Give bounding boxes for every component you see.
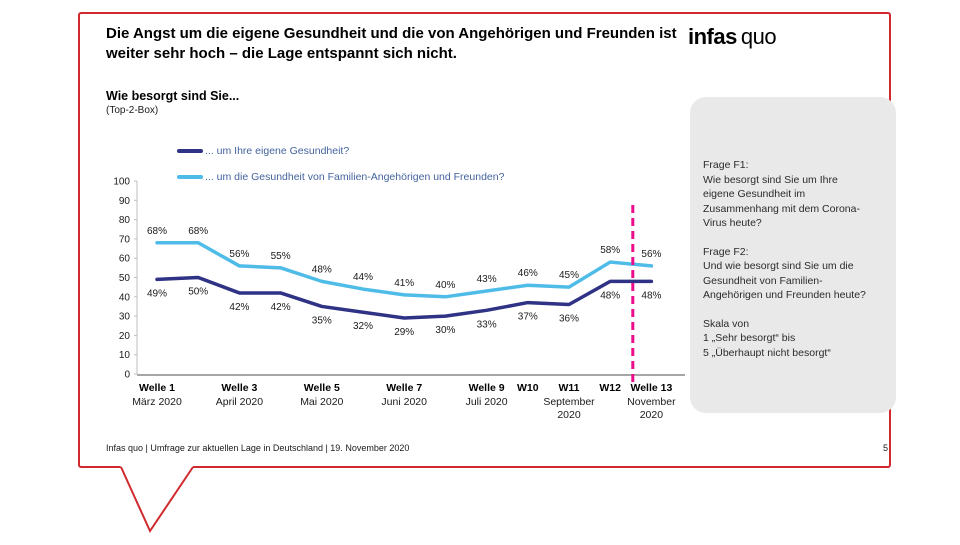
data-label: 48%: [600, 290, 620, 301]
data-label: 33%: [477, 319, 497, 330]
x-wave-label: W12: [599, 382, 621, 394]
data-label: 35%: [312, 315, 332, 326]
series-line: [155, 241, 654, 299]
footer-text: Infas quo | Umfrage zur aktuellen Lage i…: [106, 443, 410, 453]
data-label: 36%: [559, 314, 579, 325]
x-month-label: November: [627, 396, 676, 408]
question-f1: Frage F1: Wie besorgt sind Sie um Ihre e…: [703, 159, 860, 229]
page-title: Die Angst um die eigene Gesundheit und d…: [106, 25, 677, 62]
data-label: 41%: [394, 278, 414, 289]
chart-legend: ... um Ihre eigene Gesundheit? ... um di…: [177, 138, 504, 190]
chart-title: Wie besorgt sind Sie...: [106, 89, 240, 103]
data-label: 45%: [559, 270, 579, 281]
x-wave-label: W10: [517, 382, 539, 394]
x-wave-label: Welle 13: [630, 382, 672, 394]
x-wave-label: W11: [558, 382, 579, 394]
y-tick-label: 80: [119, 215, 131, 226]
data-label: 42%: [229, 302, 249, 313]
data-label: 68%: [188, 226, 208, 237]
data-label: 42%: [271, 302, 291, 313]
x-month-label: 2020: [640, 409, 664, 421]
question-f2: Frage F2: Und wie besorgt sind Sie um di…: [703, 245, 866, 302]
scale-note: Skala von 1 „Sehr besorgt“ bis 5 „Überha…: [703, 317, 831, 359]
x-wave-label: Welle 3: [221, 382, 257, 394]
legend-line-swatch: [177, 175, 203, 179]
x-wave-label: Welle 5: [304, 382, 340, 394]
infas-quo-logo: infas quo: [688, 24, 777, 50]
series-line: [155, 275, 654, 320]
data-label: 44%: [353, 272, 373, 283]
x-wave-label: Welle 1: [139, 382, 175, 394]
x-month-label: Juli 2020: [466, 396, 508, 408]
data-label: 49%: [147, 288, 167, 299]
legend-item: ... um die Gesundheit von Familien-Angeh…: [177, 164, 504, 190]
x-month-label: 2020: [557, 409, 581, 421]
y-tick-label: 100: [113, 177, 130, 188]
chart-subtitle-note: (Top-2-Box): [106, 105, 159, 116]
line-chart: 0 10 20 30 40 50 60 70 80 90 100 49% 50% 42% 42% 35% 32%…: [113, 177, 685, 421]
data-label: 43%: [477, 274, 497, 285]
x-month-label: März 2020: [132, 396, 182, 408]
y-tick-label: 20: [119, 331, 131, 342]
y-tick-label: 30: [119, 312, 131, 323]
legend-label: ... um die Gesundheit von Familien-Angeh…: [205, 171, 505, 183]
y-tick-label: 10: [119, 350, 131, 361]
data-label: 40%: [435, 280, 455, 291]
data-label: 48%: [641, 290, 661, 301]
y-tick-label: 0: [124, 370, 130, 381]
x-month-label: Juni 2020: [381, 396, 427, 408]
data-label: 48%: [312, 264, 332, 275]
x-month-label: April 2020: [216, 396, 263, 408]
x-wave-label: Welle 7: [386, 382, 422, 394]
legend-label: ... um Ihre eigene Gesundheit?: [205, 145, 350, 157]
question-panel: Frage F1: Wie besorgt sind Sie um Ihre e…: [690, 97, 896, 413]
page-number: 5: [882, 443, 888, 453]
data-label: 56%: [229, 249, 249, 260]
legend-item: ... um Ihre eigene Gesundheit?: [177, 138, 504, 164]
y-tick-label: 90: [119, 196, 131, 207]
data-label: 58%: [600, 245, 620, 256]
logo-text-light: quo: [740, 24, 777, 49]
speech-bubble-tail: [120, 465, 194, 534]
y-tick-label: 60: [119, 254, 131, 265]
data-label: 55%: [271, 251, 291, 262]
x-month-label: Mai 2020: [300, 396, 343, 408]
data-label: 29%: [394, 327, 414, 338]
data-label: 68%: [147, 226, 167, 237]
data-label: 46%: [518, 268, 538, 279]
y-tick-label: 40: [119, 292, 131, 303]
x-month-label: September: [543, 396, 595, 408]
data-label: 56%: [641, 249, 661, 260]
logo-text-bold: infas: [688, 24, 737, 49]
y-tick-label: 50: [119, 273, 131, 284]
data-label: 50%: [188, 287, 208, 298]
data-label: 32%: [353, 321, 373, 332]
data-label: 37%: [518, 312, 538, 323]
legend-line-swatch: [177, 149, 203, 153]
x-wave-label: Welle 9: [469, 382, 505, 394]
data-label: 30%: [435, 325, 455, 336]
y-tick-label: 70: [119, 234, 131, 245]
